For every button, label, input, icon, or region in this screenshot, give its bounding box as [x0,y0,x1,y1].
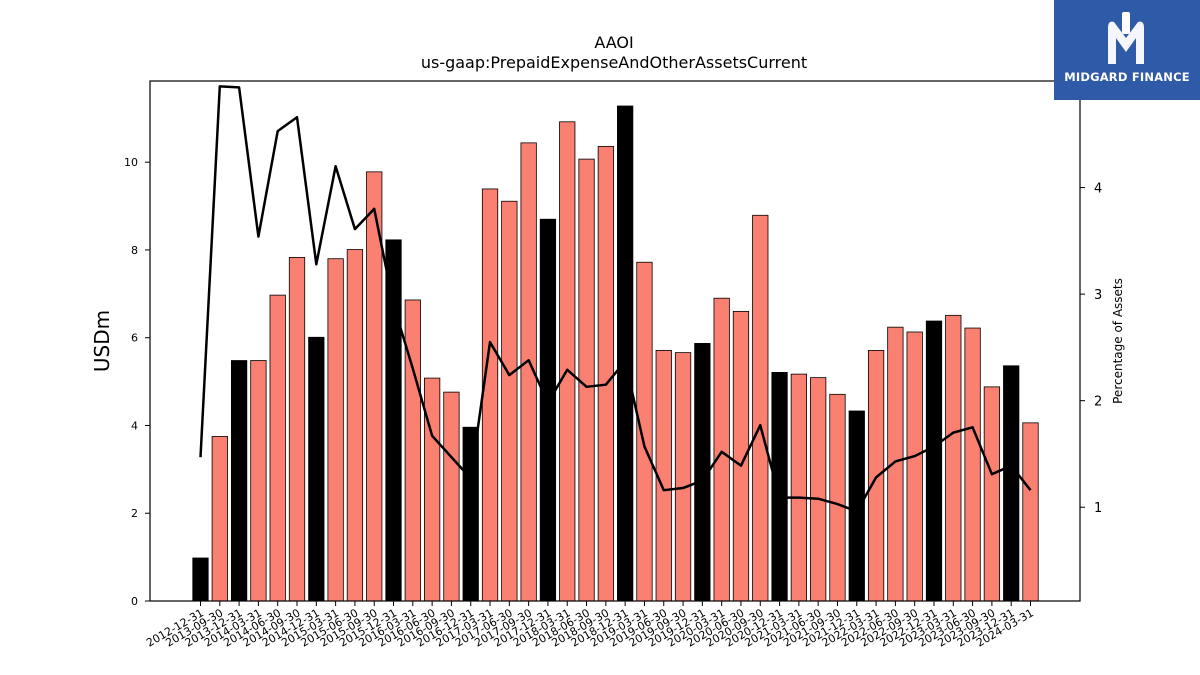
bar [867,350,885,602]
midgard-logo-icon [1108,12,1144,65]
bar [674,352,692,602]
bar [829,393,846,602]
bar [771,371,788,602]
y-tick-label: 0 [131,595,138,608]
bar [462,426,479,602]
y-tick-label: 2 [131,507,138,520]
bar [1003,365,1020,602]
bars-layer [192,105,1039,602]
bar [713,297,730,602]
y-axis-left: 0 2 4 6 8 10 [124,156,150,608]
y-tick-label: 4 [131,419,138,432]
bar [790,373,807,602]
bar [1022,422,1039,602]
bar [385,239,402,602]
bar [578,158,595,602]
y2-axis-label: Percentage of Assets [1111,278,1125,404]
bar [501,200,518,602]
bar [404,299,421,602]
y2-tick-label: 2 [1094,395,1102,410]
bar [925,320,943,602]
bar [269,294,286,602]
chart-subtitle: us-gaap:PrepaidExpenseAndOtherAssetsCurr… [421,53,807,72]
x-axis: 2012-12-312013-09-302013-12-312014-03-31… [144,601,1036,650]
y-tick-label: 8 [131,244,138,257]
y-tick-label: 10 [124,156,138,169]
bar [346,249,364,602]
brand-logo: MIDGARD FINANCE [1054,0,1200,100]
bar [481,188,499,602]
bar [443,391,460,602]
y-axis-label: USDm [90,310,114,372]
percentage-line [199,85,1032,513]
brand-name: MIDGARD FINANCE [1064,70,1190,84]
bar [964,327,981,602]
bar [945,314,962,602]
bar [559,121,576,602]
bar [983,386,1001,602]
bar [230,360,248,602]
bar [327,258,344,602]
bar [752,214,769,602]
bar [597,145,614,602]
bar [887,326,904,602]
bar [810,377,827,602]
bar [308,336,325,602]
y-tick-label: 6 [131,332,138,345]
y2-tick-label: 3 [1094,288,1102,303]
bar [211,436,228,602]
bar [848,410,865,602]
y-axis-right: 12345 [1080,75,1102,516]
y2-tick-label: 4 [1094,182,1102,197]
chart-title: AAOI [594,33,633,52]
bar [250,360,267,602]
plot-frame [149,80,1081,602]
bar [424,377,441,602]
bar [617,105,634,602]
bar [636,261,653,602]
bar [288,257,306,602]
bar [539,218,557,602]
y2-tick-label: 1 [1094,501,1102,516]
bar [906,331,923,602]
bar [192,557,209,602]
